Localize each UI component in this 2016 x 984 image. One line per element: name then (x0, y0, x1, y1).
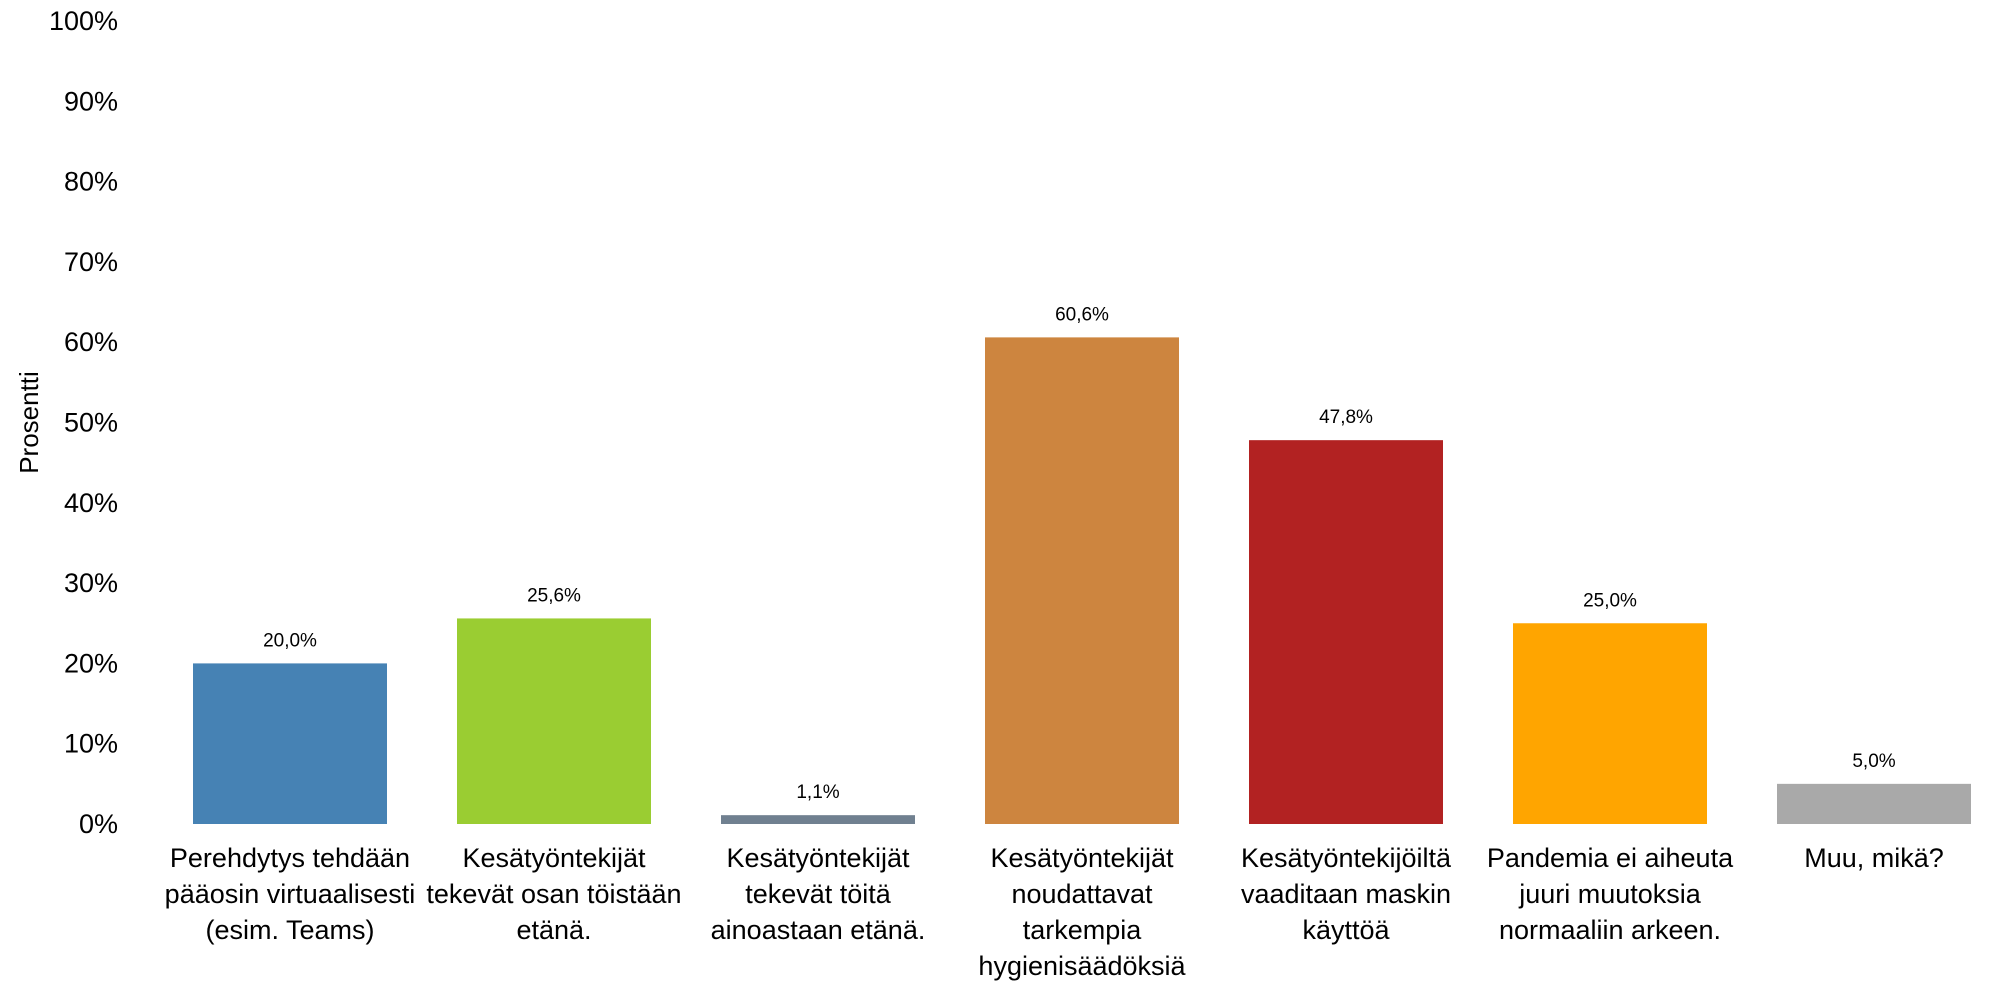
bar (1513, 623, 1707, 824)
data-label: 25,6% (527, 585, 581, 606)
y-tick-label: 40% (64, 488, 118, 518)
data-label: 60,6% (1055, 304, 1109, 325)
bar (985, 337, 1179, 824)
x-tick-label: Kesätyöntekijöiltä vaaditaan maskin käyt… (1240, 843, 1452, 945)
data-label: 5,0% (1852, 751, 1895, 772)
data-label: 47,8% (1319, 407, 1373, 428)
bar (1249, 440, 1443, 824)
y-axis-label: Prosentti (14, 371, 44, 474)
y-tick-label: 0% (79, 809, 118, 839)
data-label: 20,0% (263, 630, 317, 651)
y-tick-label: 20% (64, 648, 118, 678)
y-tick-label: 50% (64, 408, 118, 438)
bar (193, 663, 387, 824)
x-tick-label: Pandemia ei aiheuta juuri muutoksia norm… (1486, 843, 1734, 945)
bar (721, 815, 915, 824)
x-tick-label: Kesätyöntekijät tekevät osan töistään et… (426, 843, 682, 945)
x-tick-label: Muu, mikä? (1804, 843, 1944, 873)
data-label: 25,0% (1583, 590, 1637, 611)
bar (457, 618, 651, 824)
y-tick-label: 10% (64, 729, 118, 759)
y-tick-label: 60% (64, 327, 118, 357)
x-tick-label: Kesätyöntekijät tekevät töitä ainoastaan… (710, 843, 926, 945)
bar (1777, 783, 1971, 824)
data-label: 1,1% (796, 782, 839, 803)
y-tick-label: 30% (64, 568, 118, 598)
y-tick-label: 80% (64, 167, 118, 197)
y-tick-label: 100% (49, 6, 118, 36)
y-tick-label: 70% (64, 247, 118, 277)
y-tick-label: 90% (64, 86, 118, 116)
x-tick-label: Perehdytys tehdään pääosin virtuaalisest… (164, 843, 416, 945)
x-tick-label: Kesätyöntekijät noudattavat tarkempia hy… (978, 843, 1186, 981)
